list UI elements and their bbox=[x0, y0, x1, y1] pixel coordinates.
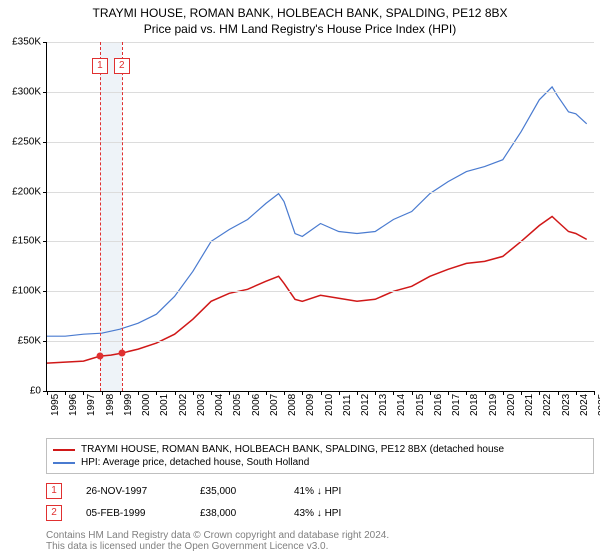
x-tick-label: 1998 bbox=[105, 394, 116, 416]
x-tick-label: 2004 bbox=[214, 394, 225, 416]
x-tick-label: 1997 bbox=[86, 394, 97, 416]
y-tick-label: £50K bbox=[1, 336, 41, 347]
marker-dot bbox=[118, 350, 125, 357]
x-tick-label: 2022 bbox=[542, 394, 553, 416]
legend-swatch bbox=[53, 462, 75, 464]
x-tick-label: 1996 bbox=[68, 394, 79, 416]
x-tick-label: 2018 bbox=[469, 394, 480, 416]
x-tick-label: 2010 bbox=[324, 394, 335, 416]
events-table: 1 26-NOV-1997 £35,000 41% ↓ HPI 2 05-FEB… bbox=[46, 480, 594, 524]
y-tick-label: £250K bbox=[1, 136, 41, 147]
event-date: 05-FEB-1999 bbox=[86, 508, 176, 519]
event-marker-box: 1 bbox=[46, 483, 62, 499]
event-row: 1 26-NOV-1997 £35,000 41% ↓ HPI bbox=[46, 480, 594, 502]
y-tick-label: £200K bbox=[1, 186, 41, 197]
y-tick-label: £350K bbox=[1, 37, 41, 48]
event-price: £35,000 bbox=[200, 486, 270, 497]
chart-title-line1: TRAYMI HOUSE, ROMAN BANK, HOLBEACH BANK,… bbox=[0, 6, 600, 20]
x-tick-label: 2014 bbox=[396, 394, 407, 416]
footer-line: This data is licensed under the Open Gov… bbox=[46, 541, 594, 552]
legend-swatch bbox=[53, 449, 75, 451]
y-tick-label: £0 bbox=[1, 386, 41, 397]
x-tick-label: 2003 bbox=[196, 394, 207, 416]
x-tick-label: 2000 bbox=[141, 394, 152, 416]
event-date: 26-NOV-1997 bbox=[86, 486, 176, 497]
marker-dot bbox=[96, 353, 103, 360]
x-tick-label: 2015 bbox=[415, 394, 426, 416]
event-row: 2 05-FEB-1999 £38,000 43% ↓ HPI bbox=[46, 502, 594, 524]
x-tick-label: 1995 bbox=[50, 394, 61, 416]
x-tick-label: 2005 bbox=[232, 394, 243, 416]
x-tick-label: 2001 bbox=[159, 394, 170, 416]
legend-item: TRAYMI HOUSE, ROMAN BANK, HOLBEACH BANK,… bbox=[53, 443, 587, 456]
series-line bbox=[47, 87, 587, 336]
footer-attribution: Contains HM Land Registry data © Crown c… bbox=[46, 530, 594, 558]
x-tick-label: 2002 bbox=[178, 394, 189, 416]
x-tick-label: 2020 bbox=[506, 394, 517, 416]
marker-number-box: 2 bbox=[114, 58, 130, 74]
x-tick-label: 2011 bbox=[342, 394, 353, 416]
event-delta: 41% ↓ HPI bbox=[294, 486, 341, 497]
footer-line: Contains HM Land Registry data © Crown c… bbox=[46, 530, 594, 541]
chart-titles: TRAYMI HOUSE, ROMAN BANK, HOLBEACH BANK,… bbox=[0, 0, 600, 36]
x-tick-label: 2023 bbox=[561, 394, 572, 416]
x-tick-label: 1999 bbox=[123, 394, 134, 416]
y-tick-label: £300K bbox=[1, 86, 41, 97]
legend-item: HPI: Average price, detached house, Sout… bbox=[53, 456, 587, 469]
chart-container: TRAYMI HOUSE, ROMAN BANK, HOLBEACH BANK,… bbox=[0, 0, 600, 558]
chart-lines-svg bbox=[47, 42, 594, 391]
x-tick-label: 2013 bbox=[378, 394, 389, 416]
y-tick-label: £150K bbox=[1, 236, 41, 247]
marker-number-box: 1 bbox=[92, 58, 108, 74]
x-tick-label: 2007 bbox=[269, 394, 280, 416]
x-tick-label: 2012 bbox=[360, 394, 371, 416]
chart-title-line2: Price paid vs. HM Land Registry's House … bbox=[0, 20, 600, 36]
event-marker-box: 2 bbox=[46, 505, 62, 521]
legend-label: HPI: Average price, detached house, Sout… bbox=[81, 457, 309, 468]
legend-label: TRAYMI HOUSE, ROMAN BANK, HOLBEACH BANK,… bbox=[81, 444, 504, 455]
marker-line bbox=[100, 42, 101, 391]
legend: TRAYMI HOUSE, ROMAN BANK, HOLBEACH BANK,… bbox=[46, 438, 594, 474]
x-tick-label: 2016 bbox=[433, 394, 444, 416]
x-tick-label: 2006 bbox=[251, 394, 262, 416]
x-tick-label: 2017 bbox=[451, 394, 462, 416]
x-tick-label: 2008 bbox=[287, 394, 298, 416]
event-delta: 43% ↓ HPI bbox=[294, 508, 341, 519]
y-tick-label: £100K bbox=[1, 286, 41, 297]
x-tick-label: 2019 bbox=[488, 394, 499, 416]
event-price: £38,000 bbox=[200, 508, 270, 519]
marker-line bbox=[122, 42, 123, 391]
x-tick-label: 2009 bbox=[305, 394, 316, 416]
plot-area: £0£50K£100K£150K£200K£250K£300K£350K1995… bbox=[46, 42, 594, 392]
x-tick-label: 2024 bbox=[579, 394, 590, 416]
x-tick-label: 2021 bbox=[524, 394, 535, 416]
